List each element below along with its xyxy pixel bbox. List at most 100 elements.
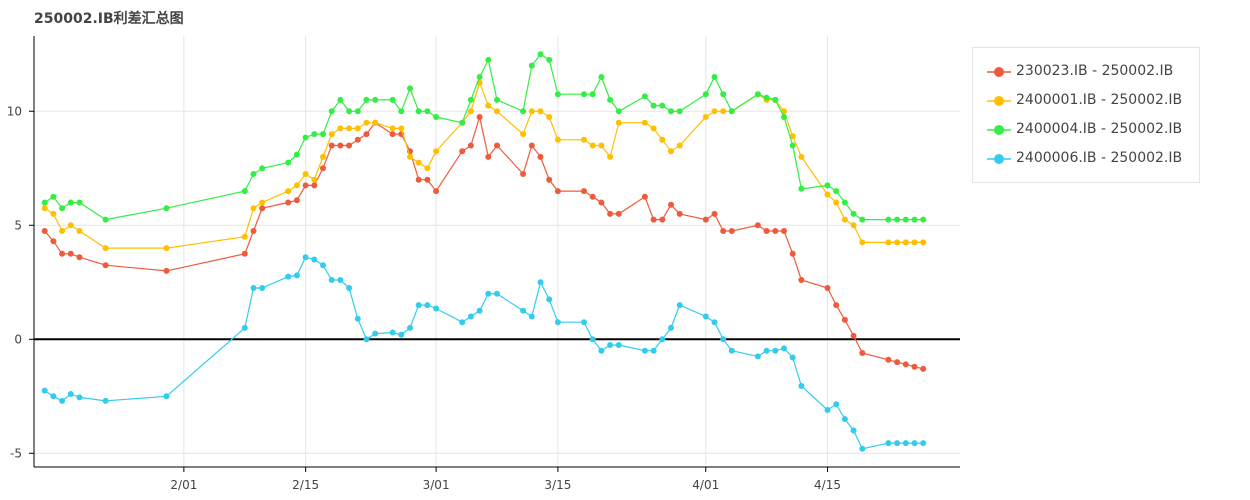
data-point	[824, 285, 831, 291]
data-point	[659, 216, 666, 223]
legend-label: 2400001.IB - 250002.IB	[1016, 92, 1183, 108]
data-point	[546, 114, 553, 120]
data-point	[67, 391, 74, 397]
data-point	[911, 440, 918, 447]
data-point	[476, 307, 483, 314]
data-point	[363, 336, 370, 343]
data-point	[415, 159, 422, 166]
legend-item[interactable]: 2400004.IB - 250002.IB	[985, 120, 1195, 140]
data-point	[389, 96, 396, 103]
series-line-1	[44, 114, 924, 370]
data-point	[885, 216, 892, 223]
data-point	[598, 347, 605, 354]
data-point	[354, 108, 361, 115]
legend-item[interactable]: 230023.IB - 250002.IB	[985, 62, 1195, 82]
data-point	[650, 347, 657, 354]
data-point	[824, 191, 831, 198]
data-point	[641, 193, 648, 200]
data-point	[302, 182, 309, 189]
data-point	[328, 142, 335, 149]
data-point	[607, 210, 614, 217]
data-point	[241, 188, 248, 195]
data-point	[537, 51, 544, 58]
data-point	[763, 94, 770, 101]
data-point	[668, 201, 674, 208]
data-point	[546, 176, 553, 183]
data-point	[485, 153, 492, 160]
data-point	[41, 228, 48, 234]
data-point	[841, 416, 848, 423]
data-point	[607, 96, 614, 103]
data-point	[894, 359, 901, 366]
data-point	[885, 239, 892, 246]
data-point	[711, 108, 718, 115]
data-point	[850, 222, 857, 229]
data-point	[320, 153, 326, 160]
data-point	[607, 153, 614, 160]
data-point	[772, 228, 779, 234]
data-point	[520, 171, 527, 177]
data-point	[659, 102, 666, 109]
data-point	[798, 153, 805, 160]
data-point	[902, 216, 909, 223]
data-point	[459, 119, 466, 126]
x-tick-label: 3/15	[544, 478, 571, 492]
data-point	[467, 142, 474, 149]
data-point	[676, 210, 683, 217]
data-point	[389, 329, 396, 336]
data-point	[789, 250, 796, 257]
data-point	[372, 119, 379, 126]
data-point	[763, 347, 770, 354]
data-point	[311, 256, 318, 263]
data-point	[789, 142, 796, 149]
x-tick-label: 4/15	[814, 478, 841, 492]
data-point	[859, 239, 866, 246]
data-point	[885, 440, 892, 447]
data-point	[250, 228, 257, 234]
legend-item[interactable]: 2400001.IB - 250002.IB	[985, 91, 1195, 111]
data-point	[841, 199, 848, 206]
data-point	[702, 91, 709, 98]
data-point	[76, 254, 83, 261]
data-point	[754, 222, 761, 229]
data-point	[659, 136, 666, 143]
data-point	[485, 56, 492, 63]
data-point	[528, 108, 535, 115]
data-point	[781, 114, 787, 120]
data-point	[581, 319, 587, 326]
legend-label: 2400004.IB - 250002.IB	[1016, 121, 1183, 137]
data-point	[676, 142, 683, 149]
data-point	[920, 365, 927, 372]
data-point	[250, 205, 257, 212]
data-point	[41, 387, 48, 394]
data-point	[415, 302, 422, 309]
data-point	[781, 228, 787, 234]
data-point	[346, 285, 353, 291]
legend: 230023.IB - 250002.IB 2400001.IB - 250002…	[972, 47, 1200, 183]
data-point	[581, 136, 587, 143]
data-point	[407, 324, 413, 331]
data-point	[320, 131, 326, 138]
data-point	[615, 210, 622, 217]
data-point	[259, 205, 266, 212]
data-point	[711, 210, 718, 217]
data-point	[859, 216, 866, 223]
y-tick-label: 5	[14, 218, 22, 232]
data-point	[311, 176, 318, 183]
data-point	[59, 250, 66, 257]
data-point	[702, 114, 709, 120]
data-point	[615, 342, 622, 348]
data-point	[302, 171, 309, 177]
legend-swatch	[987, 125, 1011, 135]
data-point	[311, 182, 318, 189]
data-point	[641, 119, 648, 126]
data-point	[76, 228, 83, 234]
y-tick-label: -5	[10, 446, 22, 460]
data-point	[250, 171, 257, 177]
data-point	[554, 319, 561, 326]
legend-item[interactable]: 2400006.IB - 250002.IB	[985, 149, 1195, 169]
data-point	[494, 96, 500, 103]
data-point	[50, 210, 57, 217]
data-point	[537, 153, 544, 160]
